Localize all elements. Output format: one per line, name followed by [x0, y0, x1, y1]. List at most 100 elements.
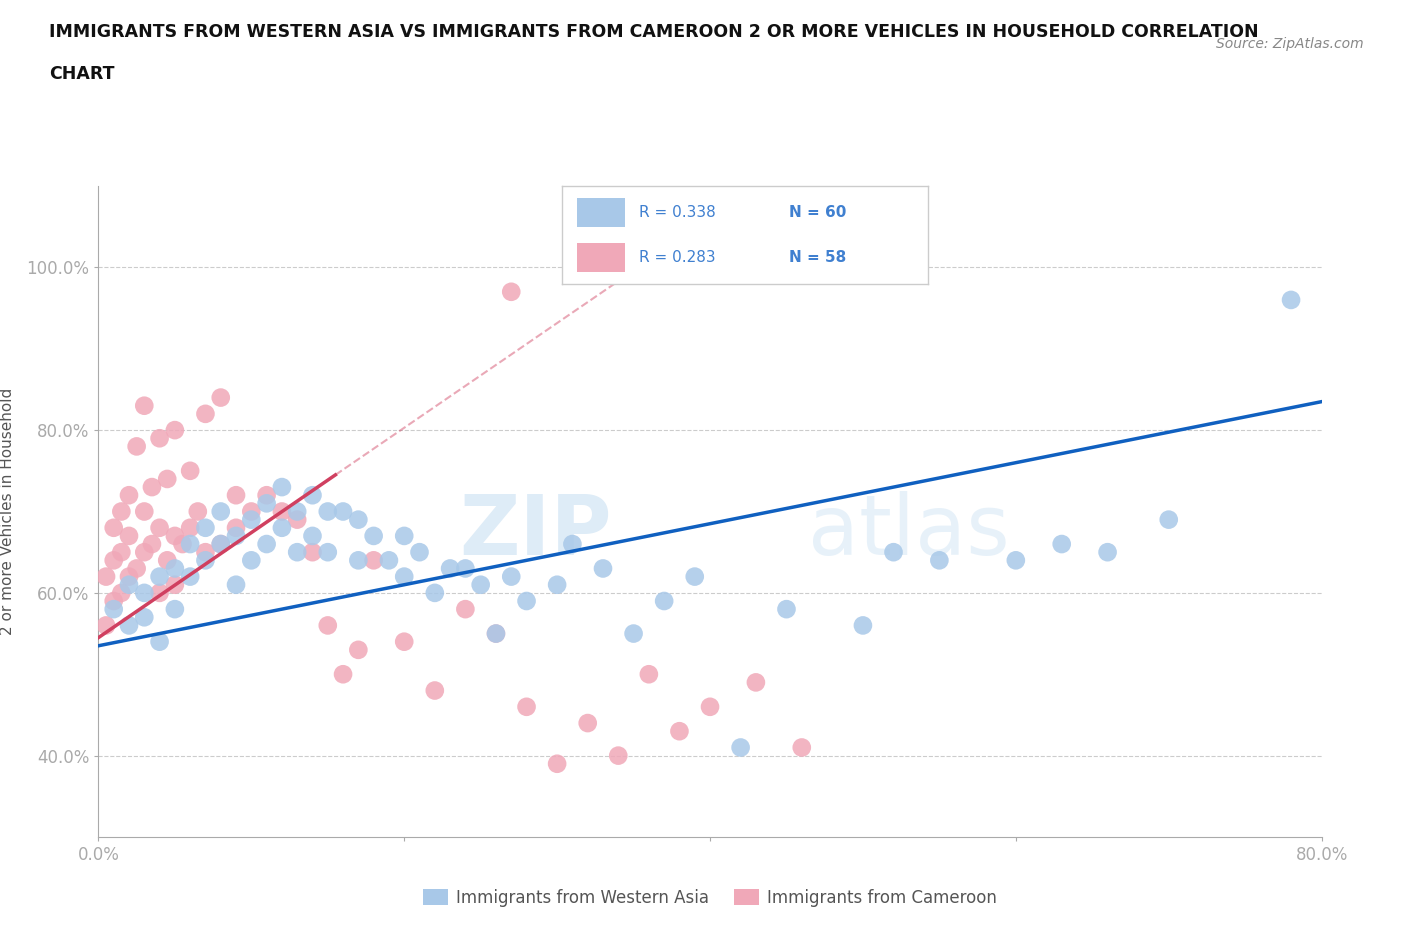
Point [163, 528, 186, 543]
Point [125, 561, 148, 576]
Point [1004, 553, 1026, 568]
Point [194, 545, 217, 560]
Point [423, 586, 446, 601]
Point [1157, 512, 1180, 527]
Point [347, 512, 370, 527]
Point [103, 521, 125, 536]
Point [179, 521, 201, 536]
Point [546, 756, 568, 771]
Point [270, 521, 292, 536]
Point [149, 431, 172, 445]
Point [332, 504, 354, 519]
Text: N = 58: N = 58 [789, 250, 846, 265]
Point [156, 553, 179, 568]
Text: N = 60: N = 60 [789, 205, 846, 219]
Point [118, 618, 141, 633]
Point [378, 553, 401, 568]
Point [163, 423, 186, 438]
Point [256, 496, 278, 511]
Y-axis label: 2 or more Vehicles in Household: 2 or more Vehicles in Household [0, 388, 15, 635]
Point [179, 569, 201, 584]
Point [103, 553, 125, 568]
Point [745, 675, 768, 690]
Point [501, 285, 523, 299]
Point [163, 602, 186, 617]
Point [607, 748, 630, 763]
Point [179, 537, 201, 551]
Point [668, 724, 690, 738]
Point [209, 391, 232, 405]
Point [454, 602, 477, 617]
Point [439, 561, 461, 576]
Point [730, 740, 752, 755]
Point [454, 561, 477, 576]
Point [1279, 293, 1302, 308]
Point [156, 472, 179, 486]
Text: R = 0.283: R = 0.283 [640, 250, 716, 265]
Point [187, 504, 209, 519]
Point [423, 684, 446, 698]
Point [301, 528, 323, 543]
Point [392, 634, 416, 649]
Point [623, 626, 645, 641]
Point [592, 561, 614, 576]
Point [134, 545, 156, 560]
Point [301, 488, 323, 503]
Point [134, 398, 156, 413]
Text: Source: ZipAtlas.com: Source: ZipAtlas.com [1216, 37, 1364, 51]
Point [270, 504, 292, 519]
Point [652, 593, 675, 608]
Point [775, 602, 797, 617]
Point [149, 521, 172, 536]
Point [285, 512, 308, 527]
Point [149, 634, 172, 649]
Point [561, 537, 583, 551]
Point [392, 528, 416, 543]
Text: IMMIGRANTS FROM WESTERN ASIA VS IMMIGRANTS FROM CAMEROON 2 OR MORE VEHICLES IN H: IMMIGRANTS FROM WESTERN ASIA VS IMMIGRAN… [49, 23, 1258, 41]
Point [110, 504, 132, 519]
Point [347, 643, 370, 658]
Point [163, 561, 186, 576]
Point [240, 553, 263, 568]
Point [516, 699, 538, 714]
Point [485, 626, 508, 641]
Point [363, 528, 385, 543]
Point [225, 528, 247, 543]
Point [332, 667, 354, 682]
Point [141, 480, 163, 495]
Point [408, 545, 430, 560]
Point [134, 610, 156, 625]
Point [240, 512, 263, 527]
Point [194, 406, 217, 421]
Point [172, 537, 194, 551]
Point [149, 586, 172, 601]
Point [637, 667, 661, 682]
Point [790, 740, 813, 755]
Point [285, 545, 308, 560]
Point [225, 578, 247, 592]
Point [1097, 545, 1119, 560]
Point [470, 578, 492, 592]
Point [883, 545, 905, 560]
Point [194, 521, 217, 536]
Point [225, 521, 247, 536]
Point [118, 569, 141, 584]
Point [363, 553, 385, 568]
Point [94, 569, 117, 584]
Point [240, 504, 263, 519]
Point [103, 602, 125, 617]
Bar [576, 243, 624, 272]
Point [103, 593, 125, 608]
Point [194, 553, 217, 568]
Point [516, 593, 538, 608]
Point [928, 553, 950, 568]
Point [209, 537, 232, 551]
Point [118, 528, 141, 543]
Text: ZIP: ZIP [460, 490, 612, 572]
Point [209, 504, 232, 519]
Point [134, 586, 156, 601]
Point [316, 545, 339, 560]
Text: R = 0.338: R = 0.338 [640, 205, 716, 219]
Point [546, 578, 568, 592]
Point [852, 618, 875, 633]
